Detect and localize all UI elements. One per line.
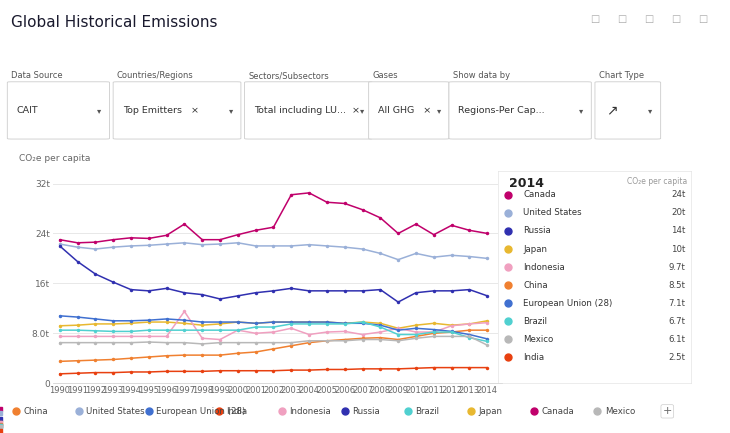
Text: Countries/Regions: Countries/Regions (117, 71, 193, 81)
Text: Show data by: Show data by (453, 71, 510, 81)
Text: Canada: Canada (523, 191, 556, 200)
Text: □: □ (645, 14, 653, 24)
Text: Data Source: Data Source (11, 71, 63, 81)
Text: +: + (663, 406, 672, 417)
Text: United States: United States (523, 208, 582, 217)
FancyBboxPatch shape (595, 82, 661, 139)
Text: Indonesia: Indonesia (289, 407, 331, 416)
Text: 10t: 10t (671, 245, 685, 253)
FancyBboxPatch shape (449, 82, 591, 139)
Text: CO₂e per capita: CO₂e per capita (627, 178, 688, 186)
Text: Gases: Gases (372, 71, 398, 81)
Text: United States: United States (86, 407, 145, 416)
Text: Indonesia: Indonesia (523, 262, 565, 271)
Text: European Union (28): European Union (28) (523, 299, 612, 307)
Text: China: China (523, 281, 548, 290)
Text: 7.1t: 7.1t (669, 299, 685, 307)
Text: ▾: ▾ (228, 106, 233, 115)
Text: □: □ (699, 14, 707, 24)
Text: 14t: 14t (671, 226, 685, 236)
Text: India: India (226, 407, 247, 416)
Text: CAIT: CAIT (17, 106, 39, 115)
Text: □: □ (591, 14, 599, 24)
Text: European Union (28): European Union (28) (156, 407, 245, 416)
Text: 6.7t: 6.7t (669, 317, 685, 326)
Text: 2014: 2014 (510, 178, 545, 191)
Text: Brazil: Brazil (523, 317, 547, 326)
Text: Canada: Canada (542, 407, 575, 416)
Text: Brazil: Brazil (415, 407, 439, 416)
Text: Total including LU...  ×: Total including LU... × (254, 106, 360, 115)
Text: ▾: ▾ (437, 106, 441, 115)
Text: 2.5t: 2.5t (669, 353, 685, 362)
FancyBboxPatch shape (7, 82, 109, 139)
Text: ↗: ↗ (606, 103, 618, 117)
Text: 8.5t: 8.5t (669, 281, 685, 290)
Text: 24t: 24t (671, 191, 685, 200)
Text: All GHG   ×: All GHG × (378, 106, 431, 115)
Text: India: India (523, 353, 544, 362)
Text: Japan: Japan (523, 245, 547, 253)
FancyBboxPatch shape (113, 82, 241, 139)
FancyBboxPatch shape (245, 82, 372, 139)
Text: Mexico: Mexico (605, 407, 635, 416)
FancyBboxPatch shape (369, 82, 449, 139)
Text: China: China (23, 407, 47, 416)
Text: Global Historical Emissions: Global Historical Emissions (11, 15, 218, 30)
Text: Russia: Russia (523, 226, 550, 236)
Text: Top Emitters   ×: Top Emitters × (123, 106, 199, 115)
Text: ▾: ▾ (648, 106, 653, 115)
Text: 20t: 20t (671, 208, 685, 217)
Text: Regions-Per Cap...: Regions-Per Cap... (458, 106, 545, 115)
Text: Sectors/Subsectors: Sectors/Subsectors (248, 71, 329, 81)
Text: □: □ (618, 14, 626, 24)
Text: 9.7t: 9.7t (669, 262, 685, 271)
Text: Mexico: Mexico (523, 335, 553, 344)
Text: Japan: Japan (479, 407, 503, 416)
Text: Chart Type: Chart Type (599, 71, 644, 81)
Text: Russia: Russia (353, 407, 380, 416)
Text: CO₂e per capita: CO₂e per capita (19, 154, 91, 162)
Text: ▾: ▾ (579, 106, 583, 115)
Text: ▾: ▾ (360, 106, 364, 115)
Text: □: □ (672, 14, 680, 24)
Text: 6.1t: 6.1t (669, 335, 685, 344)
Text: ▾: ▾ (97, 106, 101, 115)
